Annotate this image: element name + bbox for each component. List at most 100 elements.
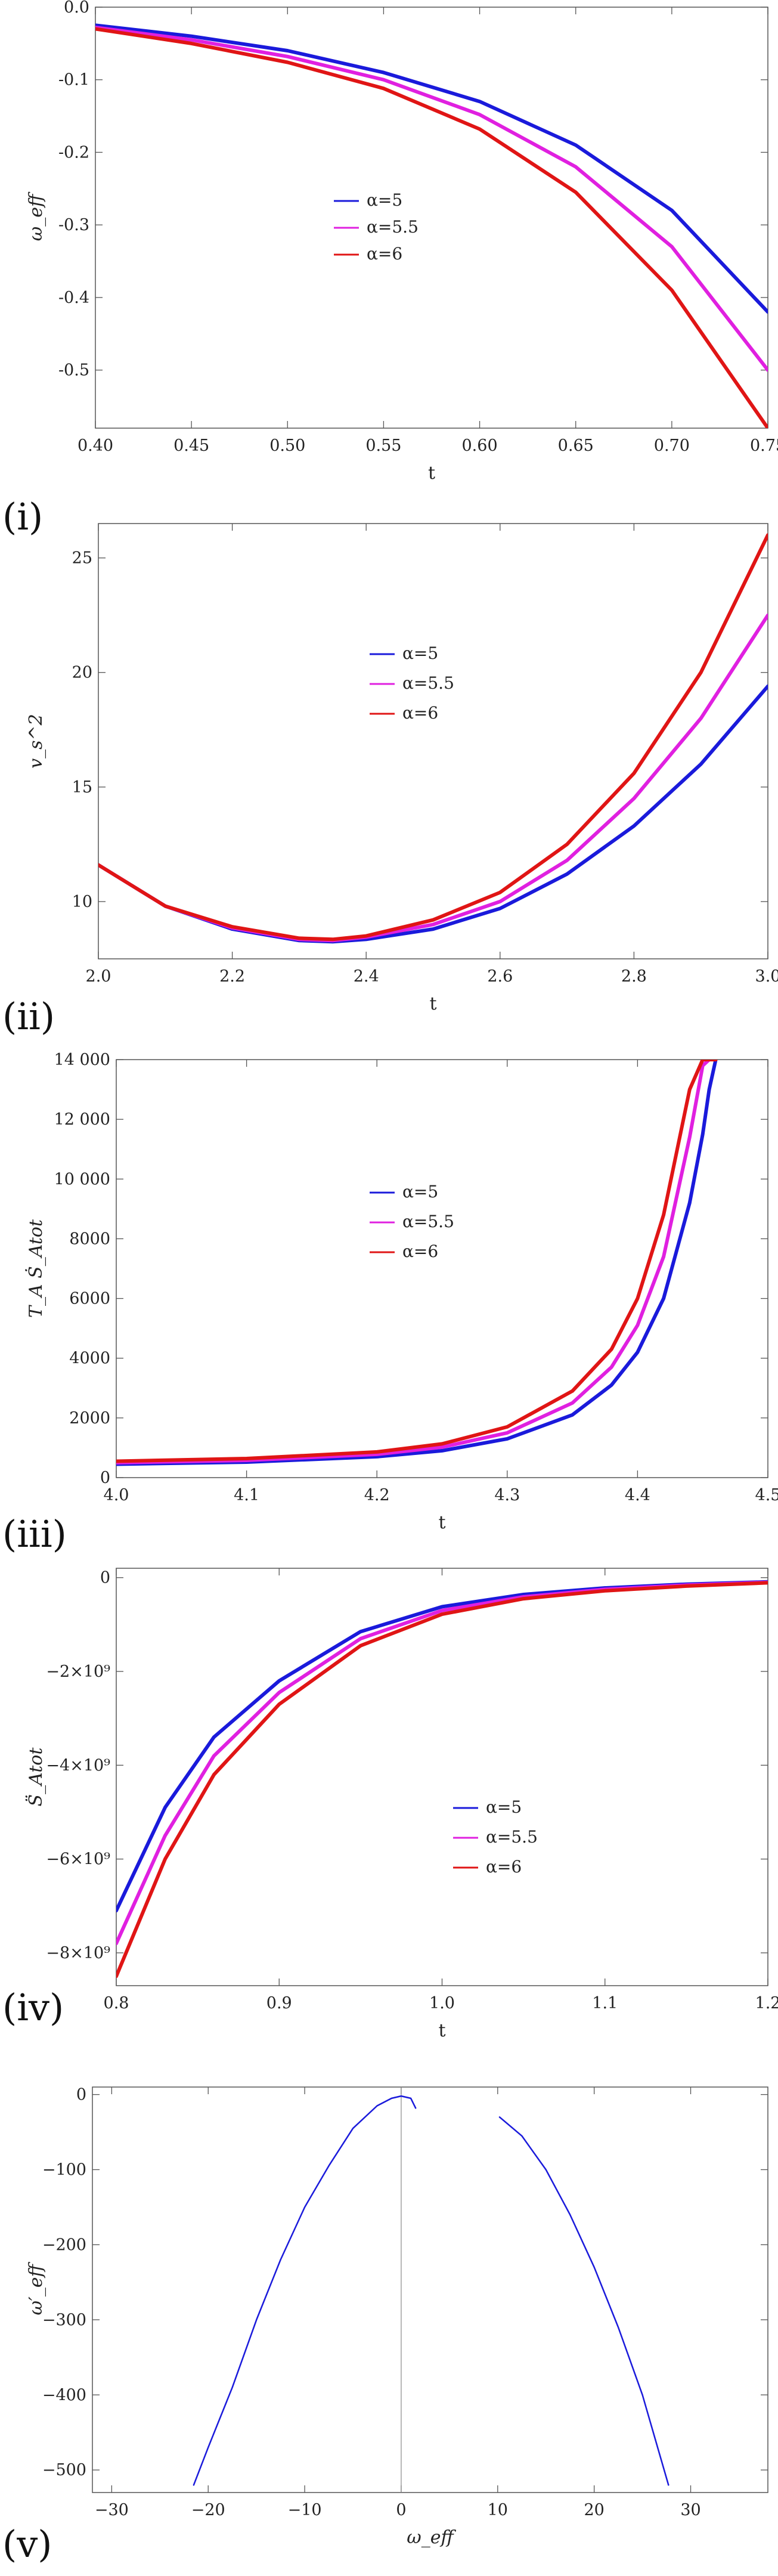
y-tick-label: 2000	[69, 1409, 110, 1428]
x-tick-label: 4.5	[755, 1486, 778, 1504]
legend: α=5 α=5.5 α=6	[334, 190, 419, 264]
y-tick-label: 0	[100, 1469, 110, 1487]
series-group	[98, 533, 768, 944]
series-line-2	[116, 1060, 718, 1465]
legend: α=5 α=5.5 α=6	[370, 643, 454, 723]
plot-frame	[92, 2086, 768, 2493]
y-tick-label: 20	[72, 664, 92, 682]
x-tick-label: 1.2	[755, 1994, 778, 2012]
y-tick-label: −100	[42, 2161, 86, 2179]
x-tick-label: 30	[680, 2501, 700, 2519]
x-tick-label: 10	[488, 2501, 508, 2519]
series-group	[116, 1580, 768, 1979]
y-tick-label: 4000	[69, 1349, 110, 1368]
series-group	[193, 2095, 669, 2486]
x-axis-label: t	[429, 993, 436, 1014]
x-tick-label: 3.0	[755, 967, 778, 986]
y-tick-label: −8×10⁹	[46, 1944, 110, 1962]
y-tick-label: 15	[72, 778, 92, 797]
series-line-2	[116, 1580, 768, 1946]
legend-entry: α=6	[402, 703, 438, 723]
panel-label-i: (i)	[2, 495, 44, 538]
legend-entry: α=5	[402, 1182, 438, 1202]
legend-entry: α=5	[402, 643, 438, 663]
x-tick-label: 0.9	[266, 1994, 292, 2012]
y-tick-label: 14 000	[54, 1051, 110, 1069]
series-line-3	[116, 1060, 718, 1463]
x-tick-label: 1.0	[429, 1994, 455, 2012]
x-tick-label: 1.1	[592, 1994, 618, 2012]
y-tick-label: −300	[42, 2311, 86, 2329]
legend-entry: α=6	[367, 244, 402, 264]
legend-entry: α=5.5	[367, 217, 419, 237]
series-line-1	[116, 1580, 768, 1913]
y-tick-label: −500	[42, 2461, 86, 2479]
panel-label-iii: (iii)	[2, 1512, 67, 1556]
y-tick-label: -0.5	[58, 361, 89, 380]
x-tick-label: 2.2	[219, 967, 245, 986]
x-tick-label: 4.1	[234, 1486, 259, 1504]
series-group	[95, 23, 768, 428]
x-tick-label: 0.8	[104, 1994, 129, 2012]
x-tick-label: 0.50	[269, 436, 305, 455]
legend-entry: α=5	[367, 190, 402, 210]
legend-entry: α=5.5	[402, 673, 454, 693]
legend-entry: α=5.5	[486, 1827, 538, 1847]
y-tick-label: -0.2	[58, 143, 89, 162]
legend-entry: α=5.5	[402, 1212, 454, 1231]
y-axis-label: T_A Ṡ_Atot	[25, 1219, 47, 1318]
series-line-3	[95, 27, 768, 428]
y-tick-label: 10 000	[54, 1170, 110, 1188]
x-tick-label: 4.2	[364, 1486, 390, 1504]
series-line-2	[95, 26, 768, 372]
x-axis-label: ω_eff	[407, 2527, 456, 2548]
series-line-1	[95, 23, 768, 314]
y-tick-label: −2×10⁹	[46, 1662, 110, 1681]
x-tick-label: 0.45	[173, 436, 209, 455]
y-axis-label: v_s^2	[26, 714, 47, 769]
y-tick-label: −6×10⁹	[46, 1850, 110, 1869]
y-tick-label: 8000	[69, 1230, 110, 1248]
x-tick-label: 2.6	[487, 967, 513, 986]
x-tick-label: 2.0	[86, 967, 111, 986]
x-tick-label: 2.4	[354, 967, 379, 986]
x-tick-label: 4.0	[104, 1486, 129, 1504]
y-tick-label: 10	[72, 893, 92, 911]
y-axis-label: ω_eff	[26, 191, 47, 241]
y-tick-label: −4×10⁹	[46, 1756, 110, 1775]
plot-frame	[98, 523, 768, 959]
x-tick-label: 0.75	[750, 436, 778, 455]
chart-5: −30 −20 −10 0 10 20 300−100−200−300−400−500ω_e…	[26, 2086, 768, 2548]
y-tick-label: −400	[42, 2386, 86, 2404]
chart-1: 0.40 0.45 0.50 0.55 0.60 0.65 0.70 0.75 0.0 -0.1 -…	[26, 0, 778, 484]
series-line-3	[116, 1581, 768, 1979]
panel-label-ii: (ii)	[2, 995, 55, 1038]
legend-entry: α=6	[486, 1857, 522, 1877]
panel-label-v: (v)	[2, 2522, 52, 2566]
plot-frame	[116, 1059, 768, 1478]
chart-2: 2.0 2.2 2.4 2.6 2.8 3.0 10 15 20 25 t v_s^2 α=5 α=5.5…	[26, 523, 778, 1014]
y-tick-label: 6000	[69, 1290, 110, 1308]
y-tick-label: 0.0	[64, 0, 89, 17]
y-tick-label: -0.1	[58, 71, 89, 89]
x-tick-label: 0.55	[365, 436, 401, 455]
y-tick-label: -0.3	[58, 216, 89, 234]
legend-entry: α=6	[402, 1241, 438, 1261]
x-tick-label: 0.40	[78, 436, 113, 455]
x-tick-label: 0.65	[558, 436, 594, 455]
y-axis-label: S̈_Atot	[26, 1747, 47, 1807]
chart-3: 4.0 4.1 4.2 4.3 4.4 4.5 0 2000 4000 6000 8000 10 00…	[25, 1051, 778, 1533]
x-tick-label: 20	[584, 2501, 604, 2519]
x-tick-label: −30	[95, 2501, 129, 2519]
series-line-2	[98, 613, 768, 943]
chart-4: 0.8 0.9 1.0 1.1 1.2 0 −2×10⁹ −4×10⁹ −6×10⁹ −8×10⁹…	[26, 1568, 778, 2041]
series-line-1	[116, 1060, 718, 1466]
x-tick-label: 0.60	[462, 436, 498, 455]
series-line-2	[498, 2116, 669, 2486]
y-tick-label: 12 000	[54, 1110, 110, 1129]
legend: α=5 α=5.5 α=6	[370, 1182, 454, 1261]
x-tick-label: 4.4	[625, 1486, 650, 1504]
x-axis-label: t	[428, 463, 435, 484]
series-line-3	[98, 533, 768, 942]
